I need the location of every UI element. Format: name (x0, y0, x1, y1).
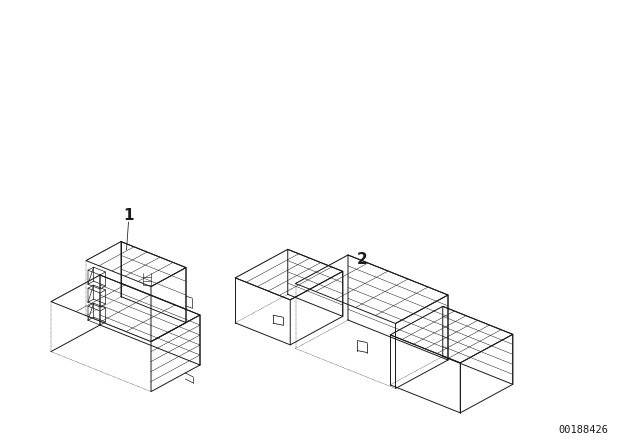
Text: 1: 1 (124, 207, 134, 223)
Text: 2: 2 (356, 252, 367, 267)
Text: 00188426: 00188426 (558, 425, 608, 435)
